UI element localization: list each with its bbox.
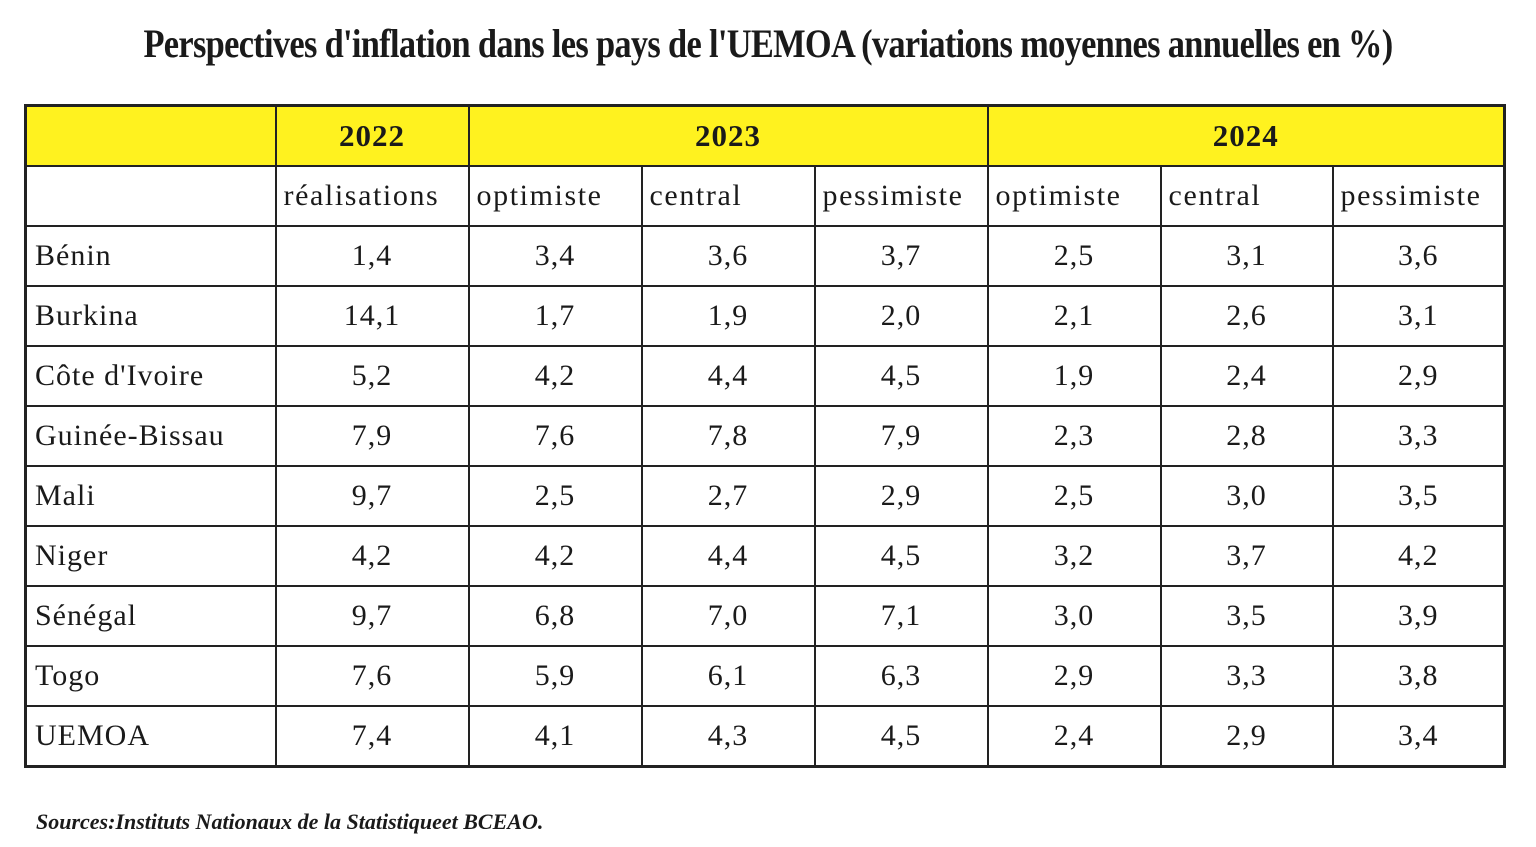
value-cell: 3,7	[1159, 525, 1334, 587]
value-cell: 3,1	[1159, 225, 1334, 287]
table-row: Niger 4,2 4,2 4,4 4,5 3,2 3,7 4,2	[24, 525, 1506, 587]
value-cell: 1,9	[986, 345, 1162, 407]
corner-cell	[24, 104, 277, 167]
value-cell: 2,9	[1159, 705, 1334, 768]
value-cell: 3,5	[1159, 585, 1334, 647]
value-cell: 14,1	[274, 285, 470, 347]
source-note: Sources:Instituts Nationaux de la Statis…	[36, 809, 544, 834]
value-cell: 3,9	[1331, 585, 1506, 647]
value-cell: 2,6	[1159, 285, 1334, 347]
value-cell: 7,6	[274, 645, 470, 707]
value-cell: 7,4	[274, 705, 470, 768]
value-cell: 4,1	[467, 705, 643, 768]
value-cell: 4,5	[813, 345, 989, 407]
scenario-header: optimiste	[986, 165, 1162, 227]
value-cell: 2,9	[1331, 345, 1506, 407]
value-cell: 2,4	[1159, 345, 1334, 407]
value-cell: 3,6	[640, 225, 816, 287]
value-cell: 3,7	[813, 225, 989, 287]
value-cell: 3,3	[1159, 645, 1334, 707]
value-cell: 2,3	[986, 405, 1162, 467]
value-cell: 2,5	[467, 465, 643, 527]
page-title: Perspectives d'inflation dans les pays d…	[143, 21, 1393, 66]
country-cell: Burkina	[24, 285, 277, 347]
country-cell: Niger	[24, 525, 277, 587]
inflation-table: 2022 2023 2024 réalisations optimiste ce…	[24, 104, 1507, 768]
value-cell: 6,1	[640, 645, 816, 707]
value-cell: 3,8	[1331, 645, 1506, 707]
year-header-2022: 2022	[274, 104, 470, 167]
value-cell: 2,7	[640, 465, 816, 527]
value-cell: 3,1	[1331, 285, 1506, 347]
table-row: Sénégal 9,7 6,8 7,0 7,1 3,0 3,5 3,9	[24, 585, 1506, 647]
value-cell: 1,4	[274, 225, 470, 287]
value-cell: 1,7	[467, 285, 643, 347]
value-cell: 4,2	[467, 345, 643, 407]
value-cell: 7,9	[274, 405, 470, 467]
value-cell: 6,3	[813, 645, 989, 707]
value-cell: 2,5	[986, 225, 1162, 287]
value-cell: 4,4	[640, 525, 816, 587]
value-cell: 7,8	[640, 405, 816, 467]
value-cell: 9,7	[274, 465, 470, 527]
value-cell: 9,7	[274, 585, 470, 647]
scenario-corner-cell	[24, 165, 277, 227]
value-cell: 3,4	[467, 225, 643, 287]
value-cell: 6,8	[467, 585, 643, 647]
value-cell: 4,4	[640, 345, 816, 407]
value-cell: 4,3	[640, 705, 816, 768]
value-cell: 2,9	[813, 465, 989, 527]
country-cell: Mali	[24, 465, 277, 527]
value-cell: 3,0	[986, 585, 1162, 647]
value-cell: 5,2	[274, 345, 470, 407]
scenario-header: réalisations	[274, 165, 470, 227]
table-row: Togo 7,6 5,9 6,1 6,3 2,9 3,3 3,8	[24, 645, 1506, 707]
table-row: Bénin 1,4 3,4 3,6 3,7 2,5 3,1 3,6	[24, 225, 1506, 287]
value-cell: 3,3	[1331, 405, 1506, 467]
scenario-header: pessimiste	[813, 165, 989, 227]
scenario-header: central	[640, 165, 816, 227]
year-header-2024: 2024	[986, 104, 1506, 167]
value-cell: 7,1	[813, 585, 989, 647]
value-cell: 3,2	[986, 525, 1162, 587]
value-cell: 7,6	[467, 405, 643, 467]
table-row: Côte d'Ivoire 5,2 4,2 4,4 4,5 1,9 2,4 2,9	[24, 345, 1506, 407]
value-cell: 7,9	[813, 405, 989, 467]
year-header-2023: 2023	[467, 104, 989, 167]
scenario-header: central	[1159, 165, 1334, 227]
value-cell: 4,5	[813, 525, 989, 587]
value-cell: 7,0	[640, 585, 816, 647]
value-cell: 2,4	[986, 705, 1162, 768]
value-cell: 5,9	[467, 645, 643, 707]
value-cell: 2,0	[813, 285, 989, 347]
table-body: Bénin 1,4 3,4 3,6 3,7 2,5 3,1 3,6 Burkina 14,1 1,7…	[24, 225, 1506, 768]
scenario-header: pessimiste	[1331, 165, 1506, 227]
value-cell: 1,9	[640, 285, 816, 347]
country-cell: Guinée-Bissau	[24, 405, 277, 467]
value-cell: 4,5	[813, 705, 989, 768]
value-cell: 4,2	[274, 525, 470, 587]
scenario-header: optimiste	[467, 165, 643, 227]
value-cell: 2,5	[986, 465, 1162, 527]
table-row: Burkina 14,1 1,7 1,9 2,0 2,1 2,6 3,1	[24, 285, 1506, 347]
country-cell: Côte d'Ivoire	[24, 345, 277, 407]
country-cell: Sénégal	[24, 585, 277, 647]
value-cell: 2,1	[986, 285, 1162, 347]
year-header-row: 2022 2023 2024	[24, 104, 1506, 167]
scenario-header-row: réalisations optimiste central pessimist…	[24, 165, 1506, 227]
country-cell: Togo	[24, 645, 277, 707]
table-row: Mali 9,7 2,5 2,7 2,9 2,5 3,0 3,5	[24, 465, 1506, 527]
table-row: Guinée-Bissau 7,9 7,6 7,8 7,9 2,3 2,8 3,3	[24, 405, 1506, 467]
value-cell: 2,8	[1159, 405, 1334, 467]
value-cell: 3,6	[1331, 225, 1506, 287]
country-cell: Bénin	[24, 225, 277, 287]
value-cell: 2,9	[986, 645, 1162, 707]
value-cell: 3,5	[1331, 465, 1506, 527]
value-cell: 4,2	[467, 525, 643, 587]
value-cell: 3,4	[1331, 705, 1506, 768]
table-row: UEMOA 7,4 4,1 4,3 4,5 2,4 2,9 3,4	[24, 705, 1506, 768]
value-cell: 3,0	[1159, 465, 1334, 527]
value-cell: 4,2	[1331, 525, 1506, 587]
country-cell: UEMOA	[24, 705, 277, 768]
